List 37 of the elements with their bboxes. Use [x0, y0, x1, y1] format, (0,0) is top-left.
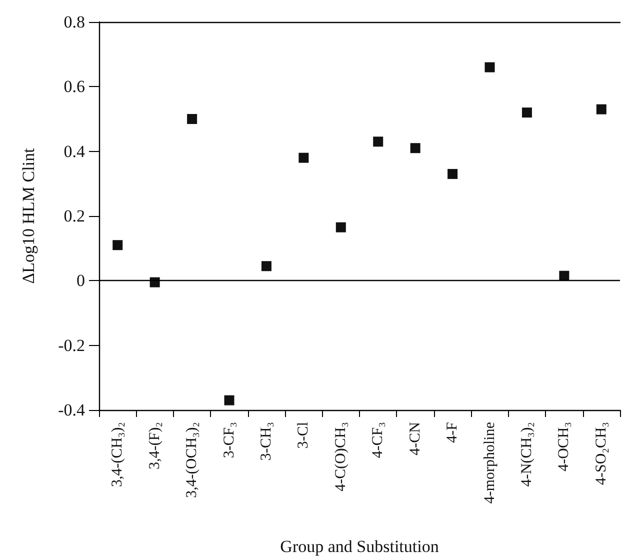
point	[596, 104, 606, 114]
y-tick-label: 0.2	[64, 206, 85, 226]
x-axis-title: Group and Substitution	[280, 537, 440, 556]
y-tick-label: -0.2	[58, 336, 85, 355]
x-tick-label: 3,4-(F)₂	[146, 422, 163, 470]
x-tick-label: 4-F	[444, 422, 461, 443]
x-tick-label: 4-OCH₃	[556, 422, 572, 472]
y-axis-title: ΔLog10 HLM Clint	[19, 148, 38, 284]
point	[224, 395, 234, 406]
point	[559, 270, 570, 281]
point	[187, 114, 198, 124]
x-tick-label: 4-SO₂CH₃	[593, 422, 610, 485]
x-tick-label: 4-N(CH₃)₂	[518, 422, 535, 487]
x-tick-label: 3-CF₃	[221, 422, 238, 458]
y-tick-label: 0.8	[64, 12, 85, 32]
x-tick-label: 4-C(O)CH₃	[332, 422, 349, 492]
x-tick-label: 4-CN	[407, 422, 424, 456]
x-tick-label: 4-morpholine	[482, 422, 498, 504]
point	[336, 222, 346, 232]
x-tick-label: 3,4-(CH₃)₂	[110, 422, 126, 488]
x-tick-label: 3-CH₃	[258, 422, 274, 461]
point	[522, 108, 532, 118]
point	[410, 143, 420, 154]
point	[150, 277, 160, 288]
point	[298, 152, 309, 163]
point	[448, 168, 458, 179]
y-tick-label: 0.6	[64, 77, 85, 96]
point	[261, 261, 272, 272]
x-tick-label: 3,4-(OCH₃)₂	[184, 422, 200, 498]
x-tick-label: 3-Cl	[296, 422, 312, 449]
y-tick-label: 0	[76, 271, 85, 290]
point	[373, 136, 384, 147]
y-tick-label: -0.4	[58, 400, 86, 420]
x-tick-label: 4-CF₃	[370, 422, 386, 458]
point	[112, 240, 123, 250]
y-tick-label: 0.4	[64, 142, 86, 161]
point	[484, 62, 495, 72]
